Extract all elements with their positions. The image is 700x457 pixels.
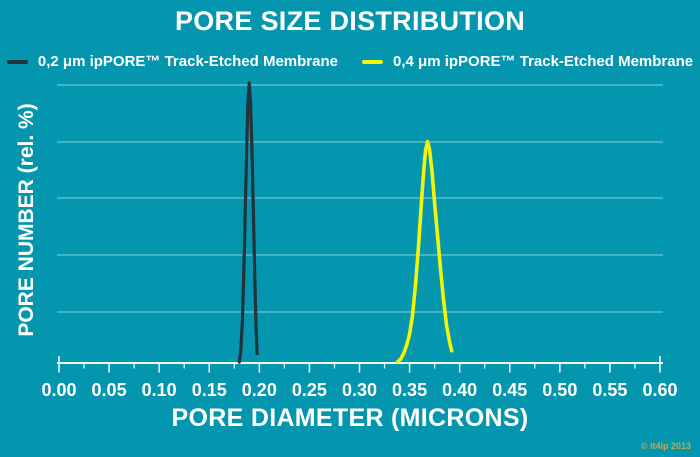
legend-label-02um: 0,2 μm ipPORE™ Track-Etched Membrane [37, 53, 338, 70]
legend-line-swatch-dark [6, 59, 28, 64]
x-tick-label: 0.30 [342, 380, 377, 400]
gridlines [57, 84, 663, 313]
copyright-watermark: © it4ip 2013 [640, 441, 691, 451]
x-tick-label: 0.60 [642, 380, 677, 400]
x-tick-label: 0.40 [442, 380, 477, 400]
x-tick-label: 0.00 [41, 380, 76, 400]
chart-title: PORE SIZE DISTRIBUTION [174, 6, 526, 36]
x-axis-ticks [58, 356, 661, 373]
x-tick-label: 0.10 [142, 380, 177, 400]
x-tick-label: 0.50 [542, 380, 577, 400]
legend-label-04um: 0,4 μm ipPORE™ Track-Etched Membrane [393, 53, 694, 70]
series-curve-1 [395, 139, 454, 364]
legend-line-swatch-yellow [362, 59, 383, 64]
x-tick-label: 0.05 [92, 380, 127, 400]
legend-item-04um: 0,4 μm ipPORE™ Track-Etched Membrane [362, 53, 693, 70]
series-curve-0 [237, 81, 259, 364]
x-tick-label: 0.15 [192, 380, 227, 400]
x-axis-tick-labels: 0.00 0.05 0.10 0.15 0.20 0.25 0.30 0.35 0.40 0.45… [41, 380, 677, 400]
x-tick-label: 0.55 [592, 380, 627, 400]
x-tick-label: 0.35 [392, 380, 427, 400]
x-tick-label: 0.25 [292, 380, 327, 400]
legend-item-02um: 0,2 μm ipPORE™ Track-Etched Membrane [6, 53, 338, 70]
x-tick-label: 0.45 [492, 380, 527, 400]
x-tick-label: 0.20 [242, 380, 277, 400]
x-axis-title: PORE DIAMETER (MICRONS) [171, 404, 529, 432]
legend: 0,2 μm ipPORE™ Track-Etched Membrane 0,4… [0, 53, 700, 70]
